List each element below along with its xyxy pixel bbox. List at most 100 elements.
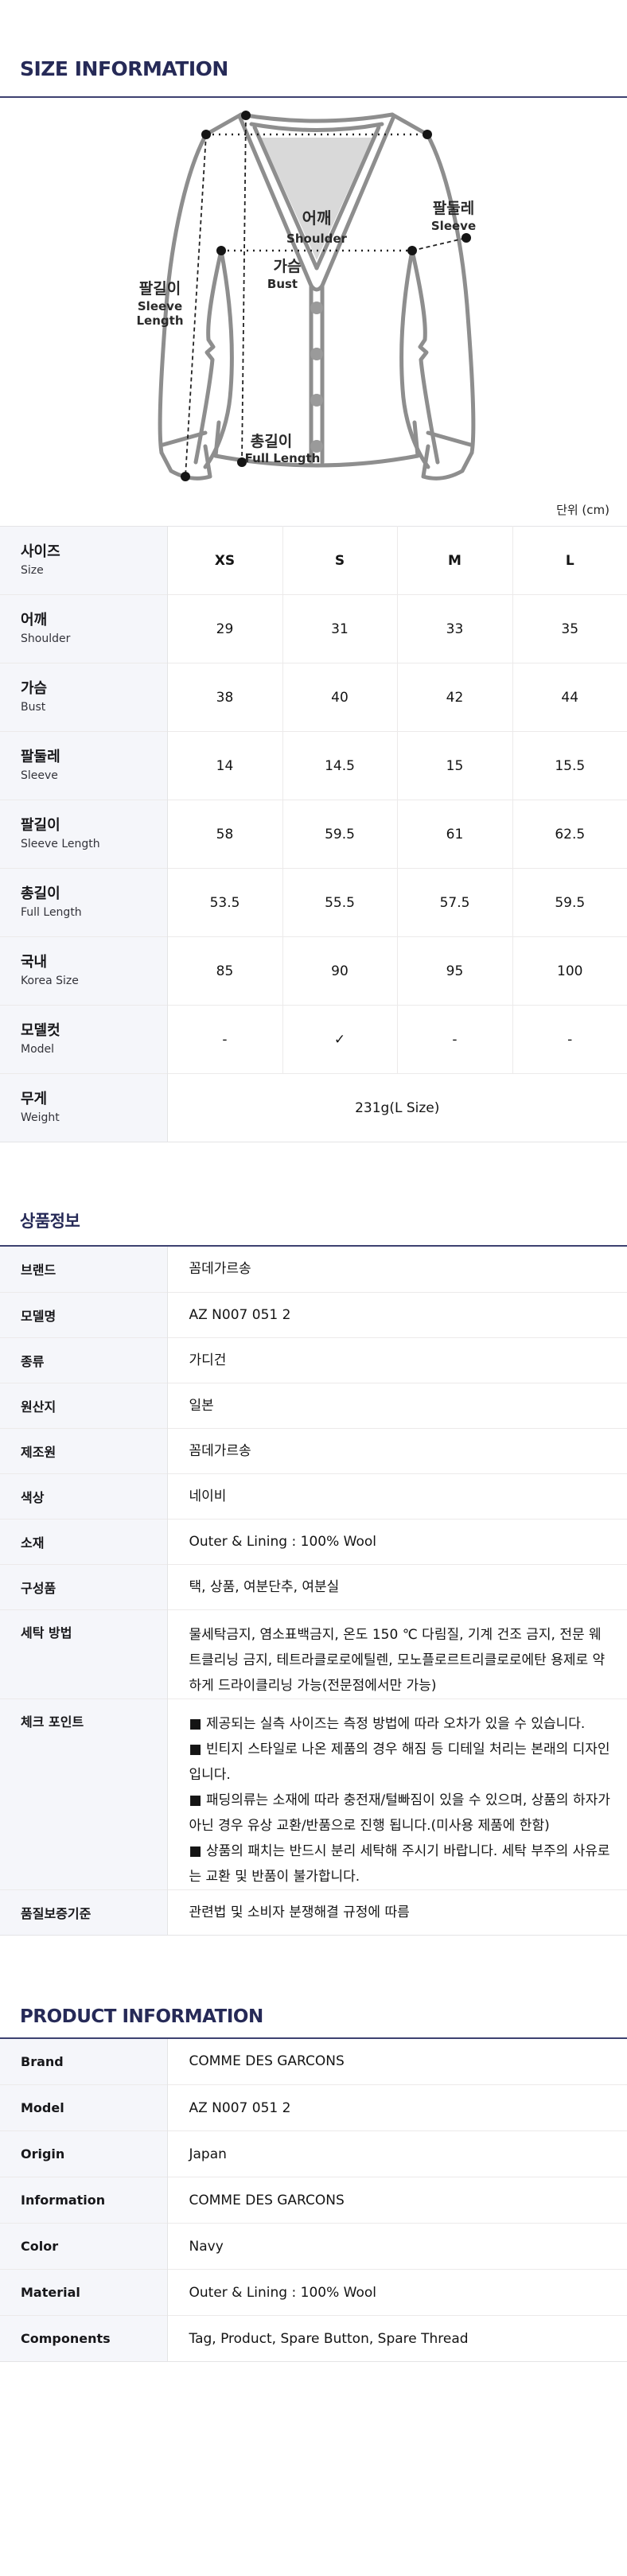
size-col-m: M [396, 526, 512, 595]
button-row [310, 302, 323, 453]
row-label: 원산지 [0, 1382, 168, 1428]
size-section-title: SIZE INFORMATION [20, 57, 228, 80]
info-row-color: 색상 네이비 [0, 1473, 627, 1519]
row-value: Outer & Lining : 100% Wool [167, 1518, 627, 1564]
row-label: 모델명 [0, 1291, 168, 1337]
row-value: 꼼데가르송 [189, 1261, 251, 1278]
row-value: 관련법 및 소비자 분쟁해결 규정에 따름 [167, 1889, 627, 1935]
info-row-model-en: Model AZ N007 051 2 [0, 2084, 627, 2131]
info-row-components-en: Components Tag, Product, Spare Button, S… [0, 2315, 627, 2362]
info-row-color-en: Color Navy [0, 2223, 627, 2270]
product-detail-page: SIZE INFORMATION [0, 57, 627, 2362]
row-label: 어깨 Shoulder [0, 594, 168, 663]
row-value: 네이비 [167, 1473, 627, 1519]
info-row-origin: 원산지 일본 [0, 1382, 627, 1428]
row-label: 가슴 Bust [0, 663, 168, 732]
label-full-length-ko: 총길이 [251, 433, 292, 450]
label-sleeve-en: Sleeve [431, 219, 476, 233]
section-divider [0, 1245, 627, 1247]
table-row-korea-size: 국내 Korea Size 85 90 95 100 [0, 936, 627, 1006]
table-row-sleeve: 팔둘레 Sleeve 14 14.5 15 15.5 [0, 731, 627, 800]
table-row-sleeve-length: 팔길이 Sleeve Length 58 59.5 61 62.5 [0, 800, 627, 869]
size-col-l: L [512, 526, 627, 595]
product-info-en-section: PRODUCT INFORMATION Brand COMME DES GARC… [0, 2006, 627, 2362]
row-label: Model [0, 2084, 168, 2131]
cardigan-measure-illustration: 어깨 Shoulder 팔둘레 Sleeve 가슴 Bust 팔길이 Sleev… [137, 111, 476, 481]
row-label: Origin [0, 2130, 168, 2177]
size-col-xs: XS [214, 552, 236, 569]
row-value: Outer & Lining : 100% Wool [167, 2269, 627, 2316]
info-row-manufacturer: 제조원 꼼데가르송 [0, 1427, 627, 1473]
label-shoulder-ko: 어깨 [302, 208, 332, 228]
row-label: 세탁 방법 [0, 1609, 168, 1699]
measure-dots [181, 111, 471, 481]
info-row-material-en: Material Outer & Lining : 100% Wool [0, 2269, 627, 2316]
row-value: Tag, Product, Spare Button, Spare Thread [167, 2315, 627, 2362]
row-value: 꼼데가르송 [167, 1427, 627, 1473]
size-diagram: 어깨 Shoulder 팔둘레 Sleeve 가슴 Bust 팔길이 Sleev… [0, 98, 627, 526]
row-label: 소재 [0, 1518, 168, 1564]
table-row-full-length: 총길이 Full Length 53.5 55.5 57.5 59.5 [0, 868, 627, 937]
label-sleeve-ko: 팔둘레 [433, 200, 474, 217]
row-label: 품질보증기준 [0, 1889, 168, 1935]
row-value: AZ N007 051 2 [167, 1291, 627, 1337]
row-label: 팔둘레 Sleeve [0, 731, 168, 800]
wash-care-text: 물세탁금지, 염소표백금지, 온도 150 ℃ 다림질, 기계 건조 금지, 전… [167, 1609, 627, 1699]
row-value: 택, 상품, 여분단추, 여분실 [167, 1563, 627, 1609]
row-value: Navy [167, 2223, 627, 2270]
row-label: 체크 포인트 [0, 1698, 168, 1889]
row-label: 총길이 Full Length [0, 868, 168, 937]
size-information-section: SIZE INFORMATION [0, 57, 627, 1142]
size-col-s: S [282, 526, 397, 595]
info-row-information-en: Information COMME DES GARCONS [0, 2177, 627, 2224]
unit-note: 단위 (cm) [556, 503, 609, 517]
label-sleeve-length-ko: 팔길이 [139, 280, 181, 298]
label-full-length-en: Full Length [245, 451, 321, 465]
info-row-wash-care: 세탁 방법 물세탁금지, 염소표백금지, 온도 150 ℃ 다림질, 기계 건조… [0, 1609, 627, 1699]
row-label: 브랜드 [0, 1247, 168, 1292]
row-label: 무게 Weight [0, 1073, 168, 1142]
info-row-check-points: 체크 포인트 ■ 제공되는 실측 사이즈는 측정 방법에 따라 오차가 있을 수… [0, 1698, 627, 1889]
table-row-model-cut: 모델컷 Model - ✓ - - [0, 1005, 627, 1074]
row-label: Components [0, 2315, 168, 2362]
row-value: 가디건 [167, 1337, 627, 1383]
size-table-header-row: 사이즈 Size XS S M L [0, 526, 627, 595]
info-row-origin-en: Origin Japan [0, 2130, 627, 2177]
label-sleeve-length-en1: Sleeve [138, 299, 182, 313]
product-info-en-title: PRODUCT INFORMATION [20, 2006, 263, 2027]
weight-value: 231g(L Size) [167, 1073, 627, 1142]
row-label: Information [0, 2177, 168, 2224]
label-shoulder-en: Shoulder [286, 232, 348, 246]
row-label: 구성품 [0, 1563, 168, 1609]
row-value: COMME DES GARCONS [189, 2053, 345, 2070]
row-label: 국내 Korea Size [0, 936, 168, 1006]
row-label: Brand [0, 2038, 168, 2085]
row-label: 종류 [0, 1337, 168, 1383]
neck-shade [261, 138, 372, 260]
info-row-category: 종류 가디건 [0, 1337, 627, 1383]
info-row-warranty: 품질보증기준 관련법 및 소비자 분쟁해결 규정에 따름 [0, 1889, 627, 1935]
info-row-brand: 브랜드 꼼데가르송 [0, 1247, 627, 1292]
check-point-item: ■ 패딩의류는 소재에 따라 충전재/털빠짐이 있을 수 있으며, 상품의 하자… [189, 1792, 610, 1834]
table-row-shoulder: 어깨 Shoulder 29 31 33 35 [0, 594, 627, 663]
table-row-weight: 무게 Weight 231g(L Size) [0, 1073, 627, 1142]
row-value: AZ N007 051 2 [167, 2084, 627, 2131]
check-point-item: ■ 상품의 패치는 반드시 분리 세탁해 주시기 바랍니다. 세탁 부주의 사유… [189, 1843, 610, 1885]
row-label: 모델컷 Model [0, 1005, 168, 1074]
row-value: 일본 [167, 1382, 627, 1428]
info-row-components: 구성품 택, 상품, 여분단추, 여분실 [0, 1563, 627, 1609]
product-info-ko-section: 상품정보 브랜드 꼼데가르송 모델명 AZ N007 051 2 종류 가디건 … [0, 1211, 627, 1936]
row-label: 팔길이 Sleeve Length [0, 800, 168, 869]
check-point-item: ■ 제공되는 실측 사이즈는 측정 방법에 따라 오차가 있을 수 있습니다. [189, 1715, 586, 1732]
info-row-material: 소재 Outer & Lining : 100% Wool [0, 1518, 627, 1564]
table-row-bust: 가슴 Bust 38 40 42 44 [0, 663, 627, 732]
label-bust-en: Bust [267, 277, 298, 291]
row-value: Japan [167, 2130, 627, 2177]
row-label: 색상 [0, 1473, 168, 1519]
label-sleeve-length-en2: Length [137, 313, 184, 328]
row-label: Color [0, 2223, 168, 2270]
product-info-ko-title: 상품정보 [20, 1212, 80, 1231]
section-divider [0, 2037, 627, 2039]
measure-lines [185, 115, 467, 477]
row-label: Material [0, 2269, 168, 2316]
